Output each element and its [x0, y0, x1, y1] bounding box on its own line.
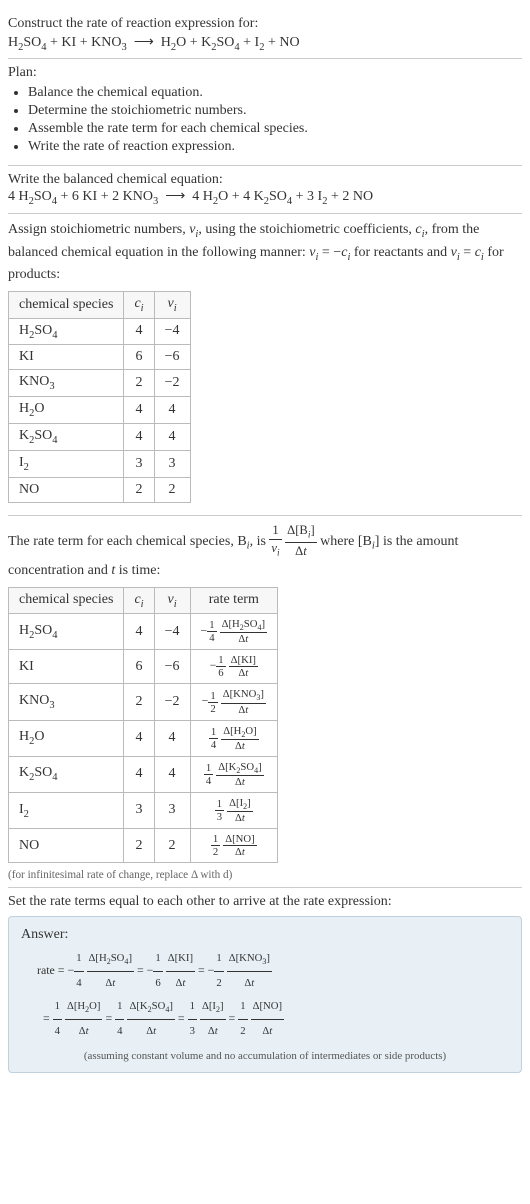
cell-species: KI — [9, 650, 124, 684]
table-row: KNO32−2−12 Δ[KNO3]Δt — [9, 684, 278, 720]
cell-v: −4 — [154, 318, 190, 345]
cell-species: KI — [9, 345, 124, 370]
cell-v: −6 — [154, 345, 190, 370]
cell-rate: 14 Δ[K2SO4]Δt — [190, 756, 278, 792]
cell-species: K2SO4 — [9, 423, 124, 450]
cell-rate: 13 Δ[I2]Δt — [190, 792, 278, 828]
cell-v: 2 — [154, 829, 190, 863]
cell-rate: 14 Δ[H2O]Δt — [190, 720, 278, 756]
plan-list: Balance the chemical equation. Determine… — [8, 85, 522, 155]
cell-species: I2 — [9, 792, 124, 828]
cell-c: 4 — [124, 756, 154, 792]
table-row: H2O4414 Δ[H2O]Δt — [9, 720, 278, 756]
cell-v: −2 — [154, 684, 190, 720]
stoich-body: H2SO44−4KI6−6KNO32−2H2O44K2SO444I233NO22 — [9, 318, 191, 502]
cell-species: K2SO4 — [9, 756, 124, 792]
table-row: I23313 Δ[I2]Δt — [9, 792, 278, 828]
cell-c: 6 — [124, 650, 154, 684]
answer-note: (assuming constant volume and no accumul… — [21, 1050, 509, 1062]
cell-species: H2SO4 — [9, 318, 124, 345]
cell-species: KNO3 — [9, 684, 124, 720]
rateterm-text: The rate term for each chemical species,… — [8, 522, 522, 581]
answer-formula: rate = −14 Δ[H2SO4]Δt = −16 Δ[KI]Δt = −1… — [21, 947, 509, 1044]
col-species: chemical species — [9, 291, 124, 318]
cell-c: 4 — [124, 423, 154, 450]
table-row: KI6−6−16 Δ[KI]Δt — [9, 650, 278, 684]
rate-body: H2SO44−4−14 Δ[H2SO4]ΔtKI6−6−16 Δ[KI]ΔtKN… — [9, 614, 278, 863]
cell-species: H2O — [9, 720, 124, 756]
stoichiometry-table: chemical species ci νi H2SO44−4KI6−6KNO3… — [8, 291, 191, 503]
cell-c: 2 — [124, 684, 154, 720]
cell-rate: −16 Δ[KI]Δt — [190, 650, 278, 684]
cell-c: 3 — [124, 792, 154, 828]
table-row: I233 — [9, 450, 191, 477]
cell-species: NO — [9, 477, 124, 502]
cell-v: 2 — [154, 477, 190, 502]
cell-c: 2 — [124, 370, 154, 397]
intro-prompt: Construct the rate of reaction expressio… — [8, 14, 522, 34]
cell-v: −4 — [154, 614, 190, 650]
balanced-section: Write the balanced chemical equation: 4 … — [8, 166, 522, 214]
cell-species: I2 — [9, 450, 124, 477]
col-c: ci — [124, 291, 154, 318]
plan-item: Balance the chemical equation. — [28, 85, 522, 101]
cell-v: 4 — [154, 756, 190, 792]
table-row: NO2212 Δ[NO]Δt — [9, 829, 278, 863]
cell-c: 4 — [124, 397, 154, 424]
cell-species: KNO3 — [9, 370, 124, 397]
cell-v: 4 — [154, 720, 190, 756]
cell-c: 4 — [124, 318, 154, 345]
answer-label: Answer: — [21, 927, 509, 943]
cell-v: 4 — [154, 397, 190, 424]
col-v: νi — [154, 587, 190, 614]
cell-c: 3 — [124, 450, 154, 477]
col-species: chemical species — [9, 587, 124, 614]
cell-c: 2 — [124, 477, 154, 502]
assign-text: Assign stoichiometric numbers, νi, using… — [8, 220, 522, 285]
unbalanced-equation: H2SO4 + KI + KNO3 ⟶ H2O + K2SO4 + I2 + N… — [8, 34, 522, 53]
final-heading: Set the rate terms equal to each other t… — [8, 894, 522, 910]
rateterm-section: The rate term for each chemical species,… — [8, 516, 522, 888]
balanced-heading: Write the balanced chemical equation: — [8, 172, 522, 188]
cell-rate: 12 Δ[NO]Δt — [190, 829, 278, 863]
balanced-equation: 4 H2SO4 + 6 KI + 2 KNO3 ⟶ 4 H2O + 4 K2SO… — [8, 188, 522, 207]
cell-rate: −12 Δ[KNO3]Δt — [190, 684, 278, 720]
plan-item: Write the rate of reaction expression. — [28, 139, 522, 155]
intro-section: Construct the rate of reaction expressio… — [8, 8, 522, 59]
cell-species: H2SO4 — [9, 614, 124, 650]
table-row: H2O44 — [9, 397, 191, 424]
cell-c: 4 — [124, 614, 154, 650]
table-row: NO22 — [9, 477, 191, 502]
table-row: H2SO44−4 — [9, 318, 191, 345]
table-row: H2SO44−4−14 Δ[H2SO4]Δt — [9, 614, 278, 650]
table-row: K2SO44414 Δ[K2SO4]Δt — [9, 756, 278, 792]
cell-v: 3 — [154, 792, 190, 828]
plan-heading: Plan: — [8, 65, 522, 81]
cell-rate: −14 Δ[H2SO4]Δt — [190, 614, 278, 650]
final-section: Set the rate terms equal to each other t… — [8, 888, 522, 1079]
cell-v: 4 — [154, 423, 190, 450]
rateterm-table: chemical species ci νi rate term H2SO44−… — [8, 587, 278, 864]
rateterm-note: (for infinitesimal rate of change, repla… — [8, 869, 522, 881]
answer-box: Answer: rate = −14 Δ[H2SO4]Δt = −16 Δ[KI… — [8, 916, 522, 1073]
cell-v: 3 — [154, 450, 190, 477]
plan-item: Determine the stoichiometric numbers. — [28, 103, 522, 119]
cell-species: H2O — [9, 397, 124, 424]
cell-v: −2 — [154, 370, 190, 397]
col-rate: rate term — [190, 587, 278, 614]
plan-item: Assemble the rate term for each chemical… — [28, 121, 522, 137]
cell-c: 4 — [124, 720, 154, 756]
plan-section: Plan: Balance the chemical equation. Det… — [8, 59, 522, 166]
table-row: KI6−6 — [9, 345, 191, 370]
table-row: KNO32−2 — [9, 370, 191, 397]
cell-c: 2 — [124, 829, 154, 863]
table-row: K2SO444 — [9, 423, 191, 450]
cell-c: 6 — [124, 345, 154, 370]
cell-species: NO — [9, 829, 124, 863]
cell-v: −6 — [154, 650, 190, 684]
assign-section: Assign stoichiometric numbers, νi, using… — [8, 214, 522, 515]
col-v: νi — [154, 291, 190, 318]
col-c: ci — [124, 587, 154, 614]
